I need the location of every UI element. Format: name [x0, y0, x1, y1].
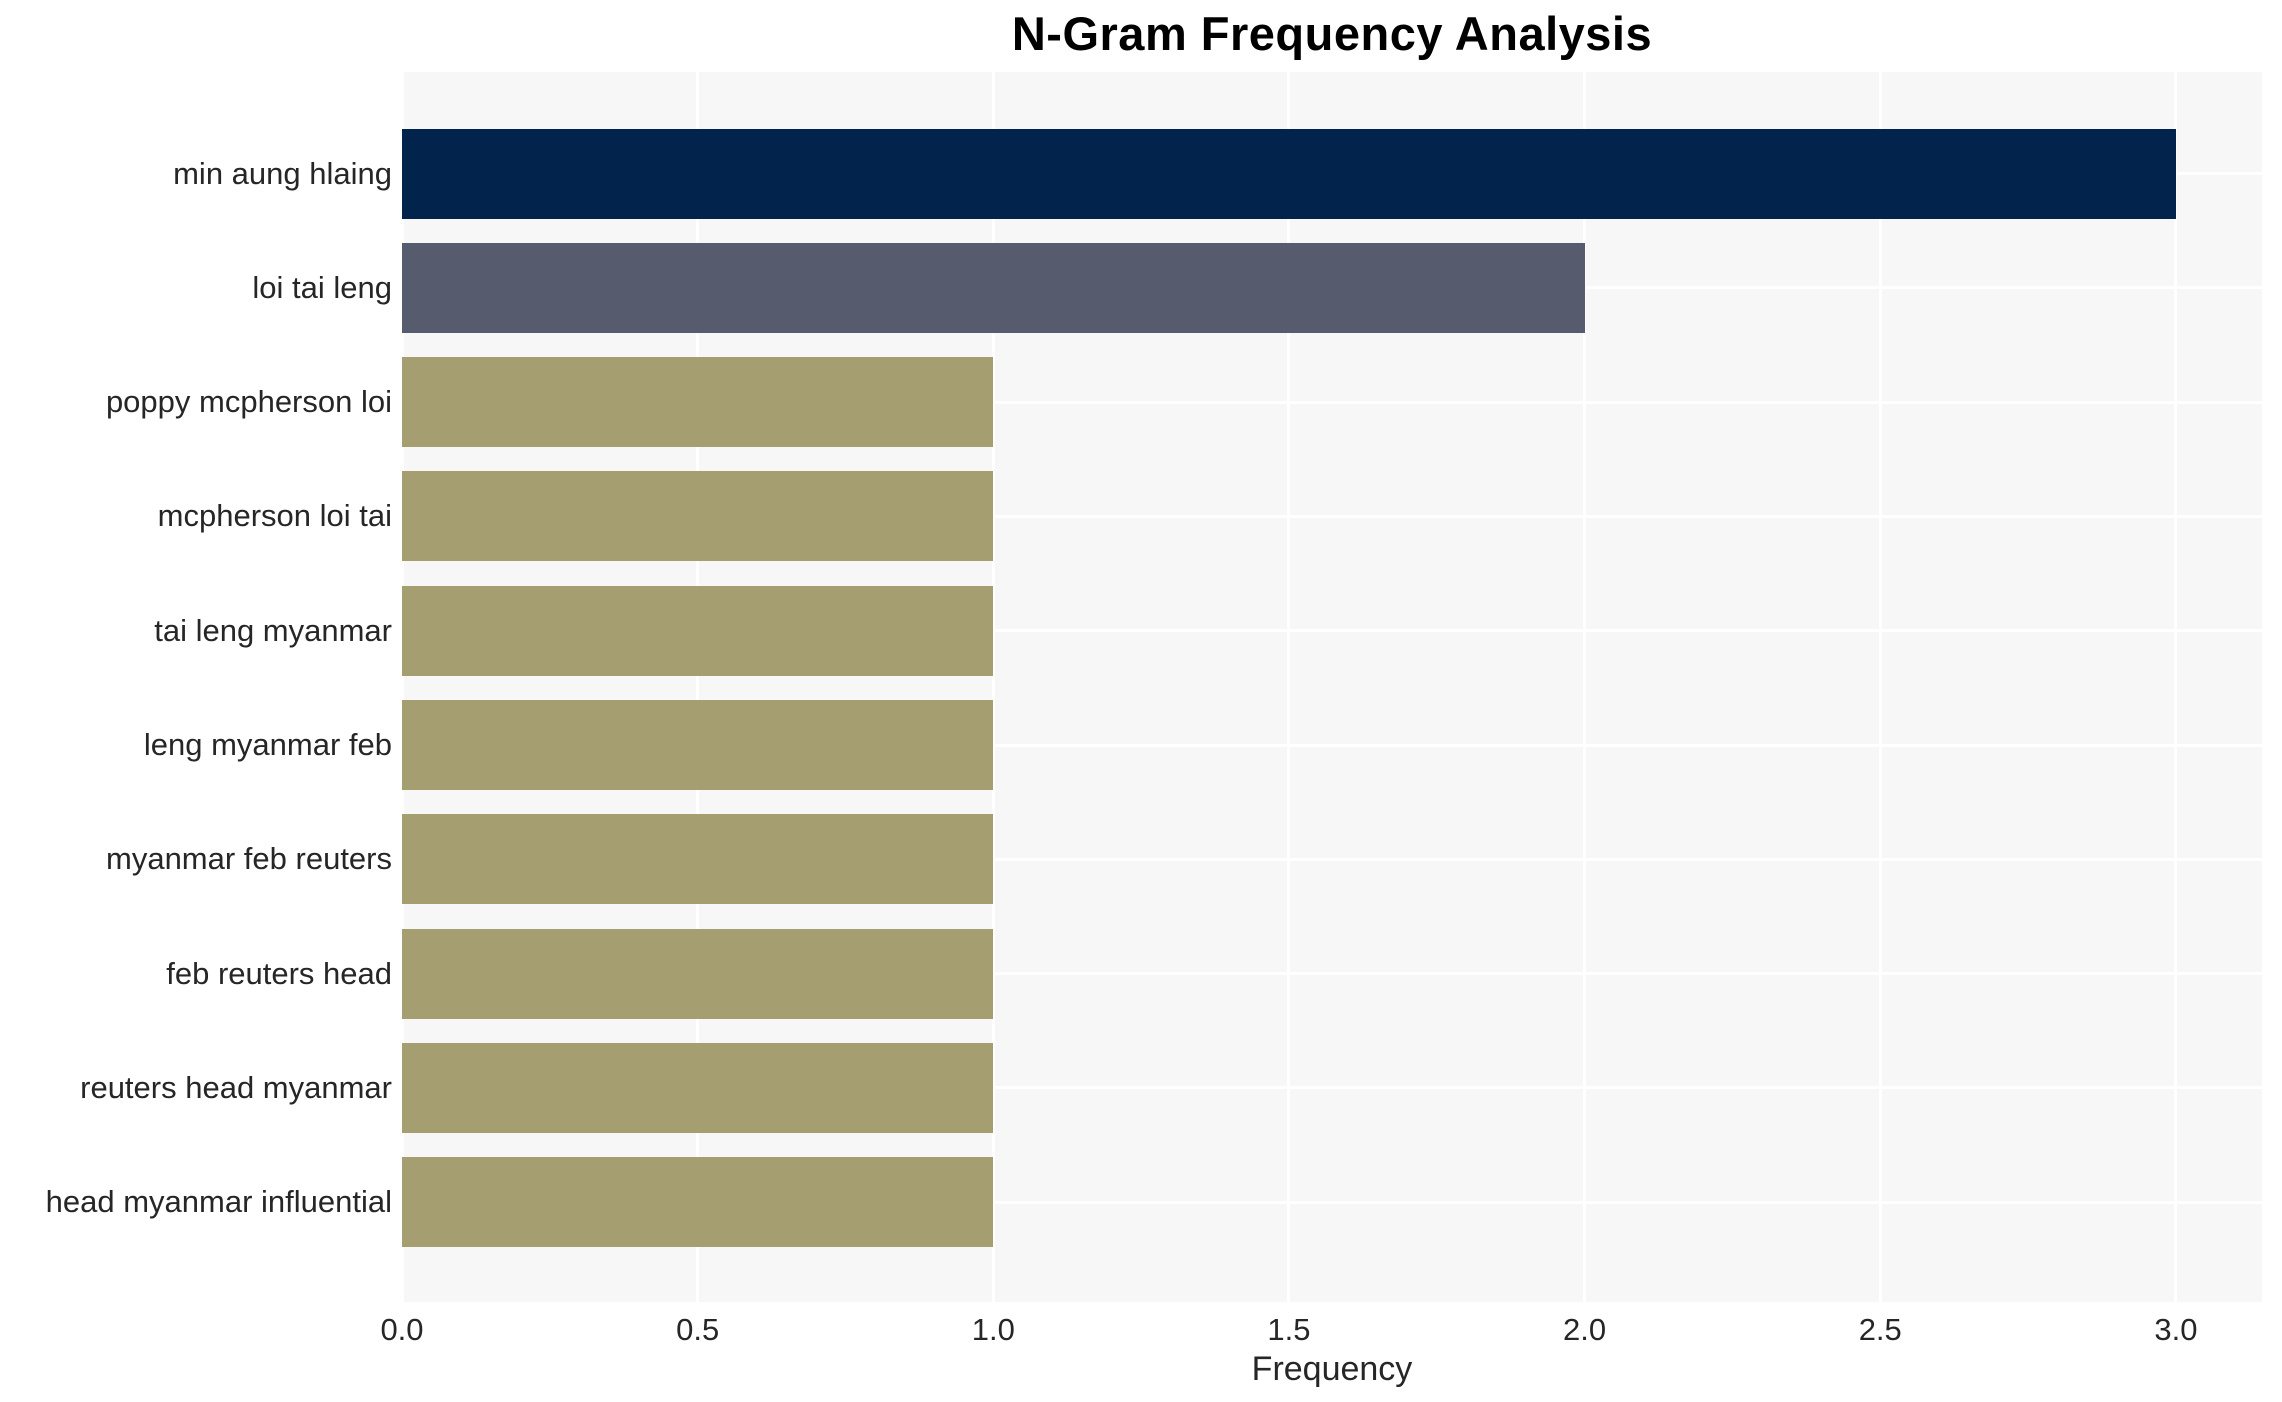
- bar-0: [402, 128, 2176, 219]
- gridline-horizontal-3: [402, 514, 2262, 518]
- y-tick-label-1: loi tai leng: [252, 269, 392, 305]
- x-axis-label: Frequency: [1251, 1350, 1413, 1388]
- gridline-vertical-2.5: [1878, 72, 1882, 1302]
- y-tick-label-2: poppy mcpherson loi: [105, 384, 392, 420]
- y-tick-label-3: mcpherson loi tai: [157, 498, 392, 534]
- bar-4: [402, 585, 994, 676]
- y-tick-label-5: leng myanmar feb: [143, 727, 392, 762]
- bar-6: [402, 814, 994, 905]
- y-tick-label-7: feb reuters head: [166, 955, 392, 991]
- plot-area: [400, 72, 2262, 1302]
- bar-1: [402, 242, 1585, 333]
- y-tick-label-6: myanmar feb reuters: [106, 841, 392, 877]
- gridline-horizontal-6: [402, 857, 2262, 861]
- gridline-horizontal-4: [402, 629, 2262, 633]
- x-tick-label-2.0: 2.0: [1563, 1312, 1607, 1347]
- x-tick-label-1.5: 1.5: [1267, 1312, 1311, 1347]
- x-tick-label-2.5: 2.5: [1858, 1312, 1902, 1347]
- x-tick-label-3.0: 3.0: [2154, 1312, 2198, 1347]
- gridline-horizontal-2: [402, 400, 2262, 404]
- y-tick-label-0: min aung hlaing: [173, 155, 392, 191]
- y-tick-label-8: reuters head myanmar: [80, 1069, 392, 1105]
- bar-5: [402, 700, 994, 790]
- bar-8: [402, 1042, 994, 1133]
- gridline-horizontal-8: [402, 1086, 2262, 1090]
- y-axis-labels: min aung hlaing loi tai leng poppy mcphers…: [0, 0, 402, 1402]
- gridline-vertical-2.0: [1583, 72, 1587, 1302]
- bar-7: [402, 928, 994, 1019]
- x-tick-label-0.5: 0.5: [676, 1312, 720, 1347]
- bar-2: [402, 357, 994, 448]
- gridline-horizontal-7: [402, 972, 2262, 976]
- gridline-vertical-1.5: [1287, 72, 1291, 1302]
- bar-9: [402, 1157, 994, 1248]
- gridline-horizontal-5: [402, 743, 2262, 747]
- x-tick-label-1.0: 1.0: [971, 1312, 1015, 1347]
- bar-3: [402, 471, 994, 562]
- gridline-vertical-0.0: [400, 72, 404, 1302]
- gridline-horizontal-9: [402, 1200, 2262, 1204]
- y-tick-label-4: tai leng myanmar: [154, 612, 392, 648]
- gridline-vertical-1.0: [991, 72, 995, 1302]
- x-tick-label-0.0: 0.0: [380, 1312, 424, 1347]
- gridline-vertical-3.0: [2174, 72, 2178, 1302]
- y-tick-label-9: head myanmar influential: [45, 1184, 392, 1220]
- gridline-vertical-0.5: [696, 72, 700, 1302]
- chart-title: N-Gram Frequency Analysis: [1011, 7, 1653, 60]
